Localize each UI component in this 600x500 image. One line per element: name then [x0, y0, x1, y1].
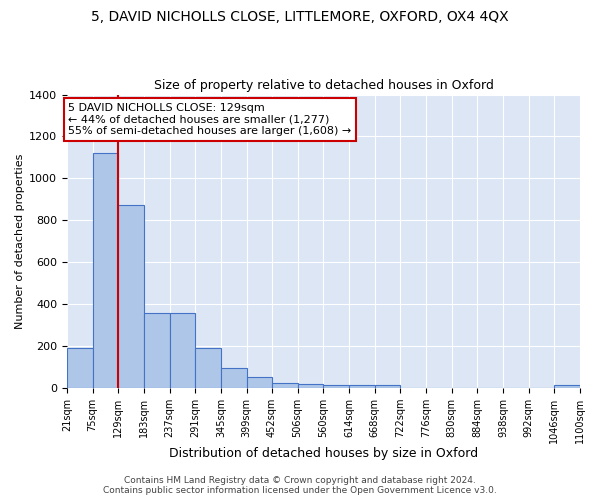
Bar: [221, 368, 247, 388]
Bar: [374, 385, 400, 388]
Text: 5, DAVID NICHOLLS CLOSE, LITTLEMORE, OXFORD, OX4 4QX: 5, DAVID NICHOLLS CLOSE, LITTLEMORE, OXF…: [91, 10, 509, 24]
Bar: [554, 385, 580, 388]
Bar: [298, 384, 323, 388]
Bar: [67, 348, 92, 388]
X-axis label: Distribution of detached houses by size in Oxford: Distribution of detached houses by size …: [169, 447, 478, 460]
Bar: [323, 385, 349, 388]
Bar: [144, 314, 170, 388]
Y-axis label: Number of detached properties: Number of detached properties: [15, 154, 25, 329]
Text: Contains HM Land Registry data © Crown copyright and database right 2024.
Contai: Contains HM Land Registry data © Crown c…: [103, 476, 497, 495]
Bar: [118, 204, 144, 388]
Bar: [170, 314, 196, 388]
Bar: [196, 348, 221, 388]
Text: 5 DAVID NICHOLLS CLOSE: 129sqm
← 44% of detached houses are smaller (1,277)
55% : 5 DAVID NICHOLLS CLOSE: 129sqm ← 44% of …: [68, 103, 351, 136]
Title: Size of property relative to detached houses in Oxford: Size of property relative to detached ho…: [154, 79, 493, 92]
Bar: [272, 382, 298, 388]
Bar: [349, 385, 374, 388]
Bar: [92, 153, 118, 388]
Bar: [247, 378, 272, 388]
